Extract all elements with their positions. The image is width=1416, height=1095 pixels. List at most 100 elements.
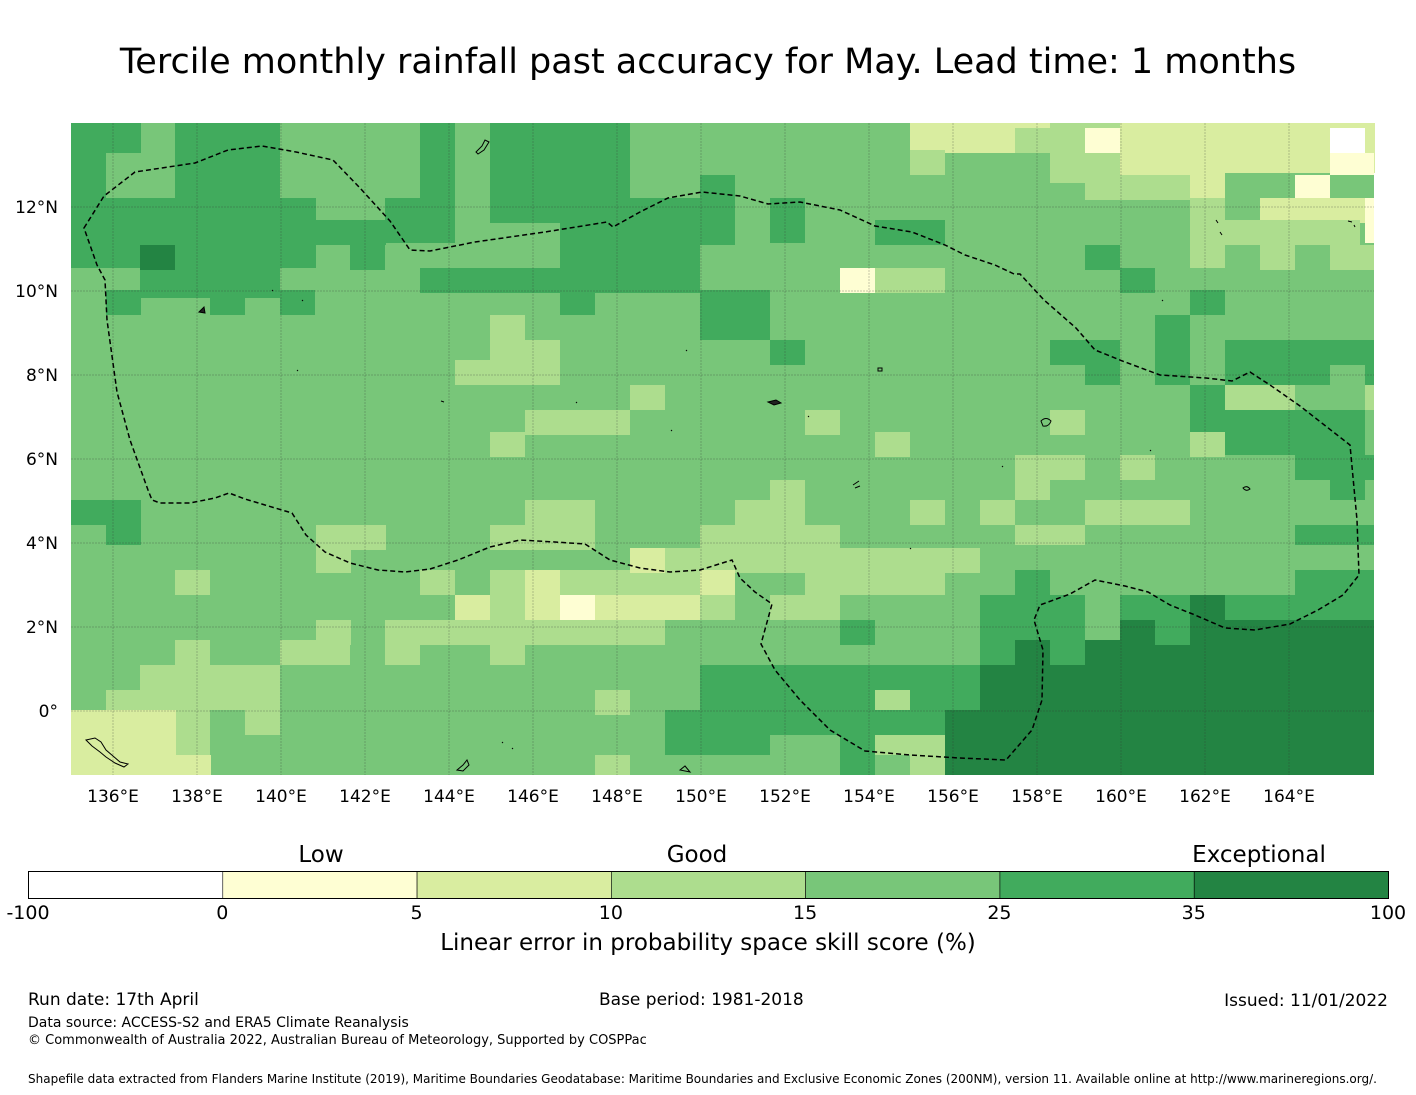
copyright: © Commonwealth of Australia 2022, Austra…: [28, 1033, 647, 1048]
grid-cell: [665, 220, 735, 245]
grid-cell: [1085, 365, 1120, 385]
run-date: Run date: 17th April: [28, 990, 199, 1010]
colorbar-segment: [28, 871, 224, 899]
colorbar-segment: [222, 871, 418, 899]
grid-cell: [1295, 175, 1330, 200]
grid-cell: [1365, 385, 1374, 410]
eez-boundary: [83, 145, 1360, 761]
shapefile-note: Shapefile data extracted from Flanders M…: [28, 1072, 1377, 1086]
grid-cell: [1225, 595, 1374, 620]
colorbar-tick-label: 5: [410, 902, 423, 924]
grid-cell: [665, 710, 700, 755]
grid-cell: [700, 290, 770, 340]
grid-cell: [71, 710, 176, 755]
grid-cell: [560, 198, 700, 293]
grid-cell: [525, 570, 560, 620]
grid-cell: [1120, 595, 1190, 620]
island-guam: [475, 139, 490, 155]
grid-cell: [1085, 245, 1120, 270]
colorbar-tick-label: 100: [1369, 902, 1407, 924]
grid-cell: [210, 290, 245, 315]
grid-cell: [1015, 480, 1050, 500]
grid-cell: [910, 755, 945, 775]
grid-cell: [1330, 128, 1365, 153]
grid-cell: [1085, 128, 1120, 153]
grid-cell: [71, 198, 316, 268]
grid-cell: [455, 360, 560, 385]
grid-cell: [175, 123, 280, 198]
grid-cell: [700, 665, 805, 710]
island-pohnpei: [766, 399, 783, 406]
grid-cell: [770, 480, 805, 525]
grid-cell: [106, 290, 141, 315]
lon-tick-label: 148°E: [591, 787, 643, 807]
grid-cell: [630, 385, 665, 410]
grid-cell: [1295, 570, 1374, 595]
grid-cell: [420, 268, 560, 293]
grid-cell: [1085, 500, 1190, 525]
grid-cell: [106, 123, 141, 153]
grid-cell: [560, 290, 595, 315]
island-chuuk: [1040, 418, 1052, 427]
lat-tick-label: 10°N: [15, 282, 58, 302]
grid-cell: [700, 710, 770, 755]
grid-cell: [525, 340, 560, 360]
grid-cell: [1120, 268, 1155, 293]
grid-cell: [1120, 620, 1374, 775]
island-palau: [197, 305, 206, 314]
grid-cell: [700, 175, 735, 220]
grid-cell: [1120, 175, 1190, 200]
colorbar-tick-label: -100: [6, 902, 50, 924]
lon-tick-label: 146°E: [507, 787, 559, 807]
grid-cell: [140, 245, 175, 270]
grid-cell: [385, 640, 420, 665]
grid-cell: [140, 665, 175, 690]
grid-cell: [1225, 385, 1295, 410]
grid-cell: [525, 620, 665, 645]
issued-date: Issued: 11/01/2022: [1224, 991, 1388, 1011]
lon-tick-label: 156°E: [927, 787, 979, 807]
grid-cell: [1330, 480, 1365, 500]
island-small-1: [455, 759, 470, 772]
grid-cell: [175, 570, 210, 595]
grid-cell: [1155, 620, 1190, 645]
grid-cell: [1190, 290, 1225, 315]
grid-cell: [1190, 220, 1360, 245]
island-kosrae: [1242, 486, 1251, 491]
grid-cell: [560, 595, 595, 620]
grid-cell: [910, 500, 945, 525]
grid-cell: [770, 595, 840, 620]
lat-tick-label: 0°: [39, 702, 58, 722]
colorbar-tick-label: 10: [598, 902, 623, 924]
lon-tick-label: 140°E: [255, 787, 307, 807]
grid-cell: [490, 432, 525, 457]
grid-cell: [1225, 410, 1365, 455]
lon-tick-label: 144°E: [423, 787, 475, 807]
grid-cell: [420, 570, 455, 595]
grid-cell: [525, 410, 630, 435]
map: 136°E 138°E 140°E 142°E 144°E 146°E 148°E 150°E…: [15, 123, 1375, 807]
colorbar-segment: [1193, 871, 1389, 899]
colorbar-segment: [999, 871, 1195, 899]
grid-cell: [525, 500, 595, 550]
coastlines: [85, 139, 1356, 773]
gridlines: [71, 123, 1374, 775]
colorbar-frame: [28, 871, 1389, 899]
grid-cell: [1295, 525, 1374, 545]
grid-cell: [1260, 198, 1374, 223]
grid-cell: [316, 525, 386, 550]
colorbar-tick-label: 25: [987, 902, 1012, 924]
grid-cell: [1260, 245, 1295, 270]
lat-tick-label: 4°N: [26, 534, 58, 554]
colorbar-category-good: Good: [666, 842, 728, 868]
grid-cell: [1225, 340, 1330, 385]
colorbar-tick-label: 0: [216, 902, 229, 924]
grid-cell: [316, 620, 351, 645]
grid-cell: [700, 595, 735, 620]
lon-tick-label: 150°E: [675, 787, 727, 807]
colorbar-segment: [805, 871, 1001, 899]
grid-cell: [350, 245, 385, 270]
grid-cell: [175, 665, 280, 710]
colorbar-segment: [416, 871, 612, 899]
lon-tick-label: 162°E: [1179, 787, 1231, 807]
